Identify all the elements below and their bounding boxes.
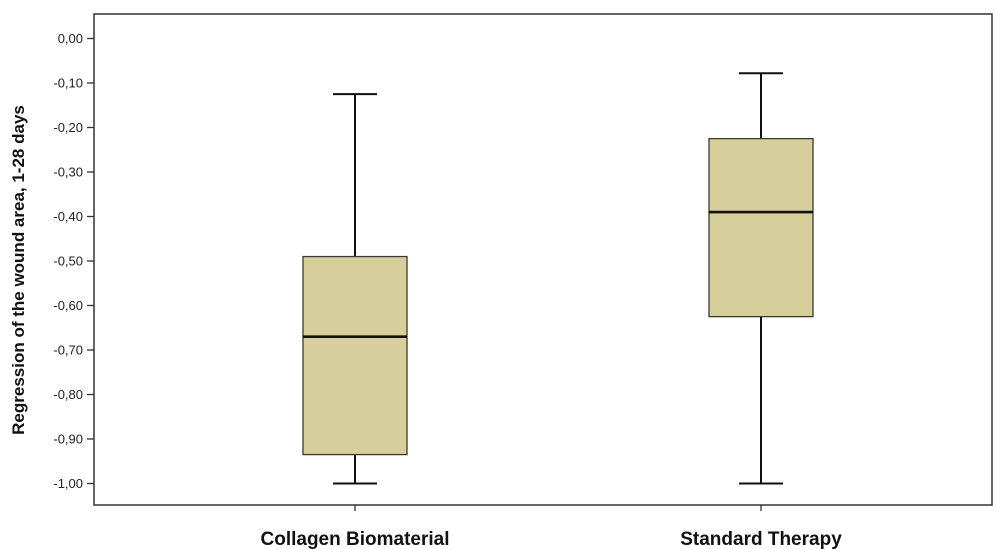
y-tick-label: -0,50 [53, 254, 83, 269]
y-tick-label: -0,80 [53, 387, 83, 402]
y-axis-ticks: 0,00 -0,10 -0,20 -0,30 -0,40 -0,50 -0,60 -0,70 -… [53, 31, 94, 491]
box-iqr [708, 137, 814, 318]
plot-frame [93, 13, 993, 506]
y-tick-label: -0,90 [53, 432, 83, 447]
box-series [302, 72, 814, 485]
y-tick-label: -0,30 [53, 165, 83, 180]
y-tick-label: -0,10 [53, 76, 83, 91]
y-tick-label: -1,00 [53, 476, 83, 491]
y-tick-label: -0,70 [53, 343, 83, 358]
x-axis-category-labels: Collagen Biomaterial Standard Therapy [261, 505, 842, 549]
x-category-label: Collagen Biomaterial [261, 529, 450, 549]
box-iqr [302, 255, 408, 456]
y-tick-label: 0,00 [58, 31, 83, 46]
y-tick-label: -0,20 [53, 120, 83, 135]
y-tick-label: -0,40 [53, 209, 83, 224]
x-category-label: Standard Therapy [680, 529, 842, 549]
y-axis-title: Regression of the wound area, 1-28 days [9, 105, 28, 435]
y-tick-label: -0,60 [53, 298, 83, 313]
